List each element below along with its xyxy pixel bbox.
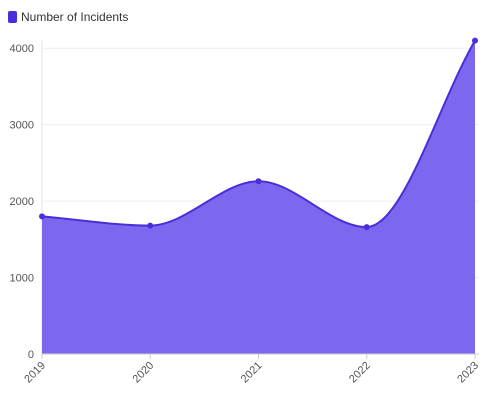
x-tick-label: 2022 — [347, 360, 373, 386]
data-point-2021 — [255, 178, 262, 185]
y-tick-label: 1000 — [10, 273, 34, 285]
data-point-2022 — [363, 224, 370, 231]
data-point-2019 — [39, 213, 45, 220]
legend-label: Number of Incidents — [21, 10, 129, 24]
x-tick-label: 2021 — [239, 360, 265, 386]
x-tick-label: 2020 — [131, 360, 157, 386]
y-tick-label: 2000 — [10, 196, 34, 208]
y-tick-label: 4000 — [10, 43, 34, 55]
legend[interactable]: Number of Incidents — [8, 10, 128, 24]
series-area-fill — [42, 40, 475, 354]
x-tick-label: 2019 — [22, 360, 48, 386]
y-tick-label: 3000 — [10, 120, 34, 132]
data-point-2023 — [472, 37, 478, 44]
y-tick-label: 0 — [28, 349, 34, 361]
data-point-2020 — [147, 222, 154, 229]
legend-swatch — [8, 11, 17, 23]
series-line — [41, 40, 476, 229]
x-tick-label: 2023 — [455, 360, 481, 386]
